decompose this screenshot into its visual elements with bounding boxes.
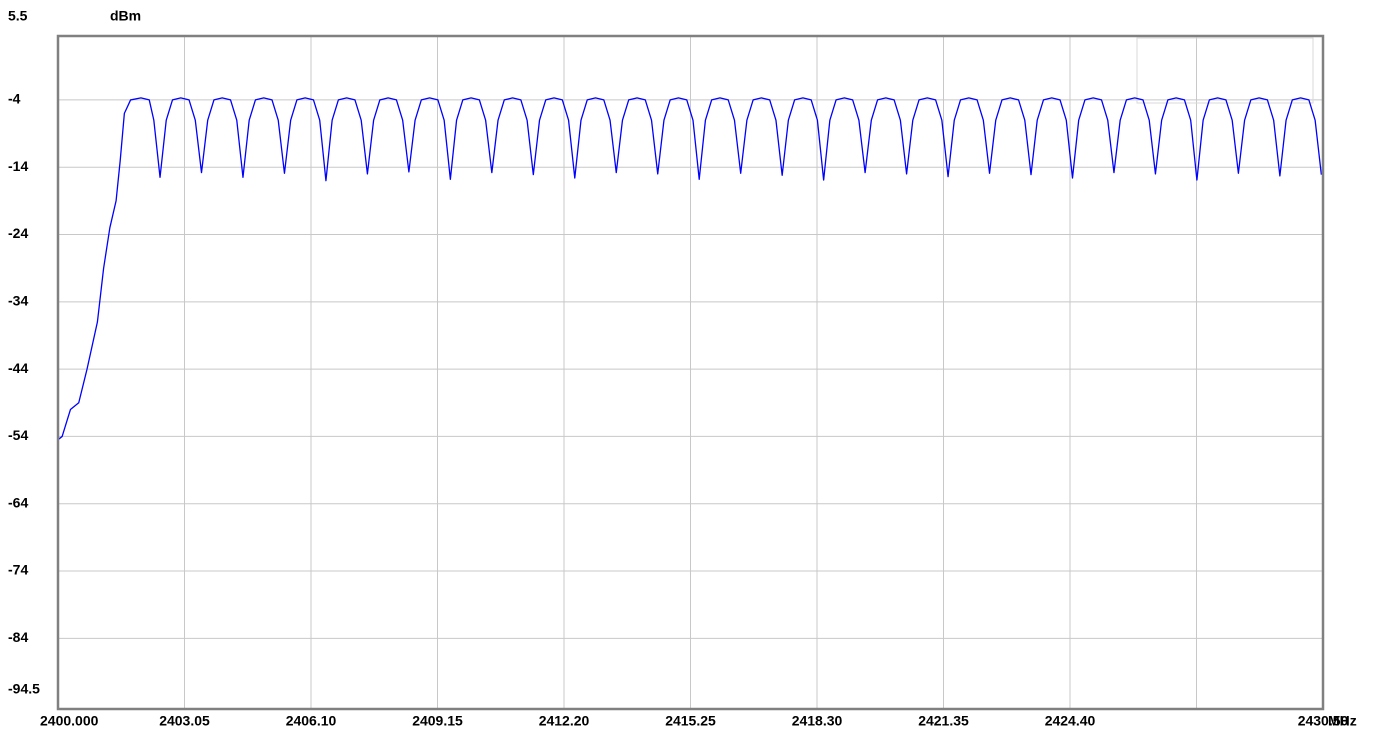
x-tick-label: 2406.10 [286,713,337,729]
y-tick-label: -4 [8,91,21,107]
x-tick-label: 2409.15 [412,713,463,729]
x-tick-label: 2424.40 [1045,713,1096,729]
trace-layer [57,97,1322,441]
y-tick-label: -54 [8,427,28,443]
y-tick-label: 5.5 [8,8,28,24]
y-tick-label: -24 [8,225,28,241]
x-tick-label: 2418.30 [792,713,843,729]
x-tick-label: 2430.50 [1298,713,1349,729]
y-unit: dBm [110,8,141,24]
plot-frame [56,34,1325,711]
x-tick-label: 2421.35 [918,713,969,729]
x-tick-label: 2400.000 [40,713,99,729]
trace-line [57,97,1322,441]
y-tick-label: -44 [8,360,28,376]
y-tick-label: -64 [8,494,28,510]
x-unit: MHz [1328,713,1357,729]
y-tick-label: -84 [8,629,28,645]
x-tick-label: 2403.05 [159,713,210,729]
x-tick-label: 2415.25 [665,713,716,729]
grid [58,36,1323,709]
x-tick-label: 2412.20 [539,713,590,729]
y-tick-label: -14 [8,158,28,174]
y-tick-label: -74 [8,562,28,578]
y-tick-label: -94.5 [8,681,40,697]
y-tick-label: -34 [8,293,28,309]
legend-box [1136,37,1314,104]
